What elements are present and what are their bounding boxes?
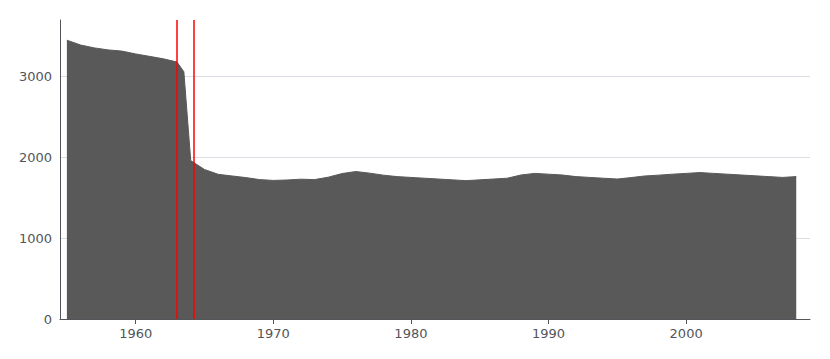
svg-text:1000: 1000: [19, 231, 52, 246]
svg-text:1960: 1960: [119, 326, 152, 341]
svg-text:2000: 2000: [19, 150, 52, 165]
svg-text:2000: 2000: [670, 326, 703, 341]
svg-text:1980: 1980: [394, 326, 427, 341]
svg-text:3000: 3000: [19, 69, 52, 84]
svg-text:1990: 1990: [532, 326, 565, 341]
svg-text:0: 0: [44, 312, 52, 327]
svg-text:1970: 1970: [257, 326, 290, 341]
